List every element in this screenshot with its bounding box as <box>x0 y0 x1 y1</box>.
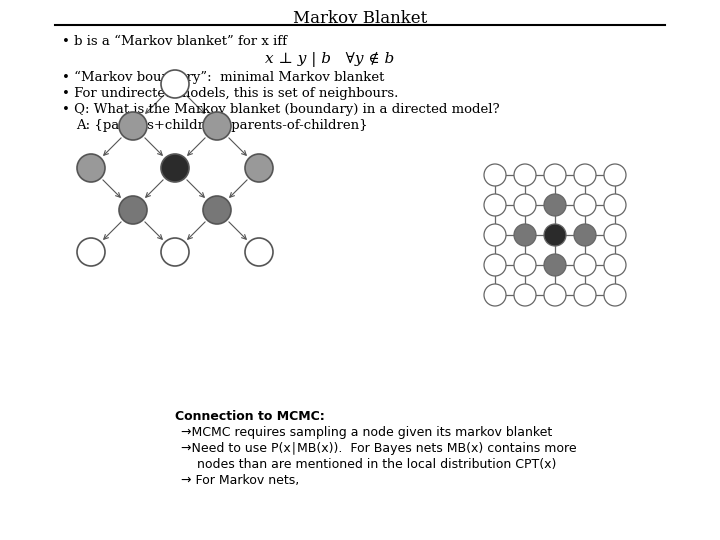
Text: A: {parents+children+parents-of-children}: A: {parents+children+parents-of-children… <box>76 119 368 132</box>
Circle shape <box>484 224 506 246</box>
Circle shape <box>77 154 105 182</box>
Circle shape <box>574 284 596 306</box>
Circle shape <box>544 164 566 186</box>
Circle shape <box>245 154 273 182</box>
Circle shape <box>161 238 189 266</box>
Circle shape <box>544 224 566 246</box>
Text: →Need to use P(x∣MB(x)).  For Bayes nets MB(x) contains more: →Need to use P(x∣MB(x)). For Bayes nets … <box>181 442 577 455</box>
Circle shape <box>514 284 536 306</box>
Circle shape <box>544 284 566 306</box>
Text: • For undirected models, this is set of neighbours.: • For undirected models, this is set of … <box>62 87 398 100</box>
Circle shape <box>119 112 147 140</box>
Circle shape <box>514 224 536 246</box>
Circle shape <box>161 70 189 98</box>
Text: →MCMC requires sampling a node given its markov blanket: →MCMC requires sampling a node given its… <box>181 426 552 439</box>
Text: • b is a “Markov blanket” for x iff: • b is a “Markov blanket” for x iff <box>62 35 287 48</box>
Circle shape <box>514 254 536 276</box>
Circle shape <box>604 164 626 186</box>
Circle shape <box>604 224 626 246</box>
Text: → For Markov nets,: → For Markov nets, <box>181 474 300 487</box>
Circle shape <box>514 194 536 216</box>
Circle shape <box>203 112 231 140</box>
Text: Markov Blanket: Markov Blanket <box>293 10 427 27</box>
Text: • Q: What is the Markov blanket (boundary) in a directed model?: • Q: What is the Markov blanket (boundar… <box>62 103 500 116</box>
Circle shape <box>77 238 105 266</box>
Text: • “Markov boundary”:  minimal Markov blanket: • “Markov boundary”: minimal Markov blan… <box>62 71 384 84</box>
Circle shape <box>574 254 596 276</box>
Circle shape <box>203 196 231 224</box>
Circle shape <box>514 164 536 186</box>
Circle shape <box>245 238 273 266</box>
Circle shape <box>119 196 147 224</box>
Text: x ⊥ y | b   ∀y ∉ b: x ⊥ y | b ∀y ∉ b <box>265 52 395 67</box>
Circle shape <box>544 254 566 276</box>
Circle shape <box>544 194 566 216</box>
Circle shape <box>604 284 626 306</box>
Circle shape <box>604 254 626 276</box>
Circle shape <box>574 224 596 246</box>
Circle shape <box>484 284 506 306</box>
Text: Connection to MCMC:: Connection to MCMC: <box>175 410 325 423</box>
Circle shape <box>484 194 506 216</box>
Text: nodes than are mentioned in the local distribution CPT(x): nodes than are mentioned in the local di… <box>189 458 557 471</box>
Circle shape <box>574 194 596 216</box>
Circle shape <box>574 164 596 186</box>
Circle shape <box>484 254 506 276</box>
Circle shape <box>484 164 506 186</box>
Circle shape <box>161 154 189 182</box>
Circle shape <box>604 194 626 216</box>
